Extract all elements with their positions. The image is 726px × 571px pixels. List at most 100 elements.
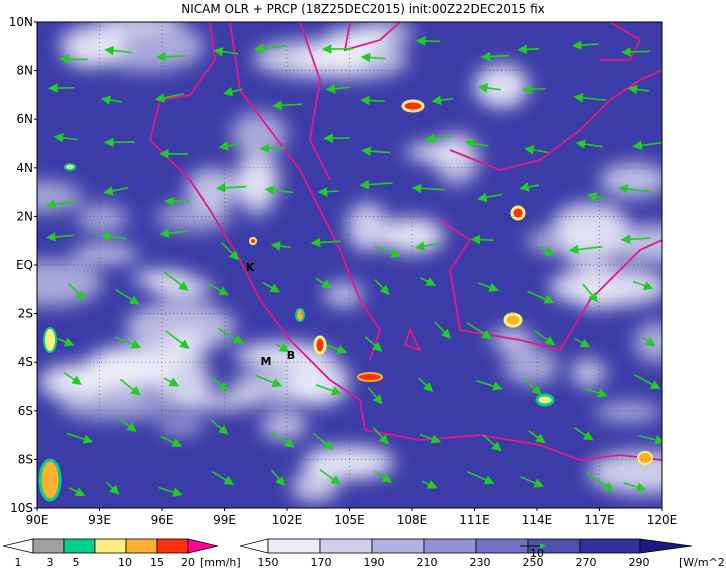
lon-label: 120E — [647, 513, 678, 527]
wind-arrow — [574, 338, 591, 348]
wind-arrow — [632, 280, 654, 291]
wind-arrow — [160, 435, 183, 447]
wind-arrow — [586, 192, 607, 202]
cloud — [230, 111, 288, 157]
cloud — [577, 287, 615, 310]
cloud — [380, 217, 445, 254]
wind-arrow — [259, 143, 286, 154]
wind-arrow — [105, 481, 120, 495]
olr-legend-label: 170 — [311, 556, 332, 569]
olr-unit: [W/m^2] — [679, 556, 726, 569]
lon-label: 105E — [334, 513, 365, 527]
wind-arrow — [59, 54, 88, 64]
wind-arrow — [517, 44, 540, 55]
lon-label: 111E — [459, 513, 490, 527]
lon-label: 99E — [213, 513, 236, 527]
wind-arrow — [464, 138, 489, 149]
wind-arrow — [431, 95, 454, 105]
wind-arrow — [118, 417, 137, 432]
cloud — [235, 153, 280, 203]
precip-legend-label: 1 — [15, 556, 22, 569]
wind-arrow — [115, 336, 142, 349]
wind-arrow — [522, 84, 546, 95]
wind-arrow — [69, 487, 86, 496]
wind-arrow — [47, 83, 75, 93]
wind-arrow — [364, 336, 383, 352]
wind-vectors — [45, 36, 662, 497]
cloud — [503, 347, 559, 385]
wind-arrow — [482, 433, 502, 452]
wind-arrow — [568, 244, 603, 255]
wind-arrow — [312, 432, 334, 450]
wind-arrow — [533, 329, 556, 346]
marker-label: M — [261, 355, 272, 368]
wind-arrow — [253, 43, 287, 54]
cloud — [474, 64, 529, 108]
wind-arrow — [100, 95, 122, 105]
wind-arrow — [115, 288, 140, 305]
cloud — [96, 22, 183, 32]
wind-arrow — [627, 84, 650, 95]
cloud — [291, 470, 339, 503]
wind-arrow — [415, 36, 441, 46]
wind-arrow — [315, 277, 332, 289]
cloud — [37, 180, 83, 213]
olr-legend-label: 290 — [629, 556, 650, 569]
wind-arrow — [310, 237, 341, 248]
map-area — [37, 22, 662, 508]
cloud — [153, 357, 212, 406]
lat-label: 2N — [16, 209, 33, 223]
lat-label: 8N — [16, 64, 33, 78]
wind-arrow — [467, 471, 495, 485]
wind-arrow — [522, 377, 542, 396]
wind-arrow — [67, 282, 86, 301]
wind-arrow — [45, 199, 77, 210]
wind-arrow — [208, 283, 229, 296]
wind-arrow — [374, 246, 402, 258]
lon-label: 90E — [26, 513, 49, 527]
wind-arrow — [104, 45, 132, 56]
precip-colorbar — [2, 538, 219, 554]
cloud — [594, 402, 662, 422]
wind-arrow — [618, 184, 652, 194]
lat-label: 6S — [18, 404, 33, 418]
wind-arrow — [361, 146, 391, 156]
wind-arrow — [217, 327, 244, 345]
cloud — [405, 142, 468, 162]
wind-arrow — [156, 52, 187, 62]
precip-legend-label: 10 — [118, 556, 132, 569]
wind-arrow — [103, 137, 135, 148]
wind-arrow — [163, 271, 189, 291]
wind-arrow — [411, 183, 445, 194]
precip-legend-label: 20 — [181, 556, 195, 569]
wind-arrow — [218, 141, 242, 151]
wind-arrow — [477, 83, 501, 93]
cloud — [77, 203, 128, 234]
wind-arrow — [100, 231, 127, 242]
cloud — [158, 416, 204, 435]
lon-label: 102E — [272, 513, 303, 527]
wind-arrow — [255, 374, 283, 388]
wind-arrow — [420, 277, 437, 286]
wind-arrow — [159, 228, 187, 238]
cloud — [79, 348, 163, 400]
wind-arrow — [360, 95, 385, 106]
wind-arrow — [582, 283, 599, 303]
wind-arrow — [418, 377, 434, 392]
lat-label: 10N — [9, 15, 33, 29]
vector-scale-label: 10 — [530, 547, 544, 560]
lon-label: 114E — [522, 513, 553, 527]
wind-arrow — [638, 434, 662, 445]
cloud — [571, 358, 606, 388]
wind-arrow — [270, 469, 286, 487]
cloud — [599, 162, 662, 197]
wind-arrow — [119, 378, 141, 396]
olr-legend-label: 250 — [523, 556, 544, 569]
wind-arrow — [519, 182, 540, 192]
wind-arrow — [215, 182, 247, 193]
lat-label: 6N — [16, 112, 33, 126]
wind-arrow — [213, 46, 239, 57]
wind-arrow — [480, 51, 509, 62]
wind-arrow — [158, 486, 183, 497]
